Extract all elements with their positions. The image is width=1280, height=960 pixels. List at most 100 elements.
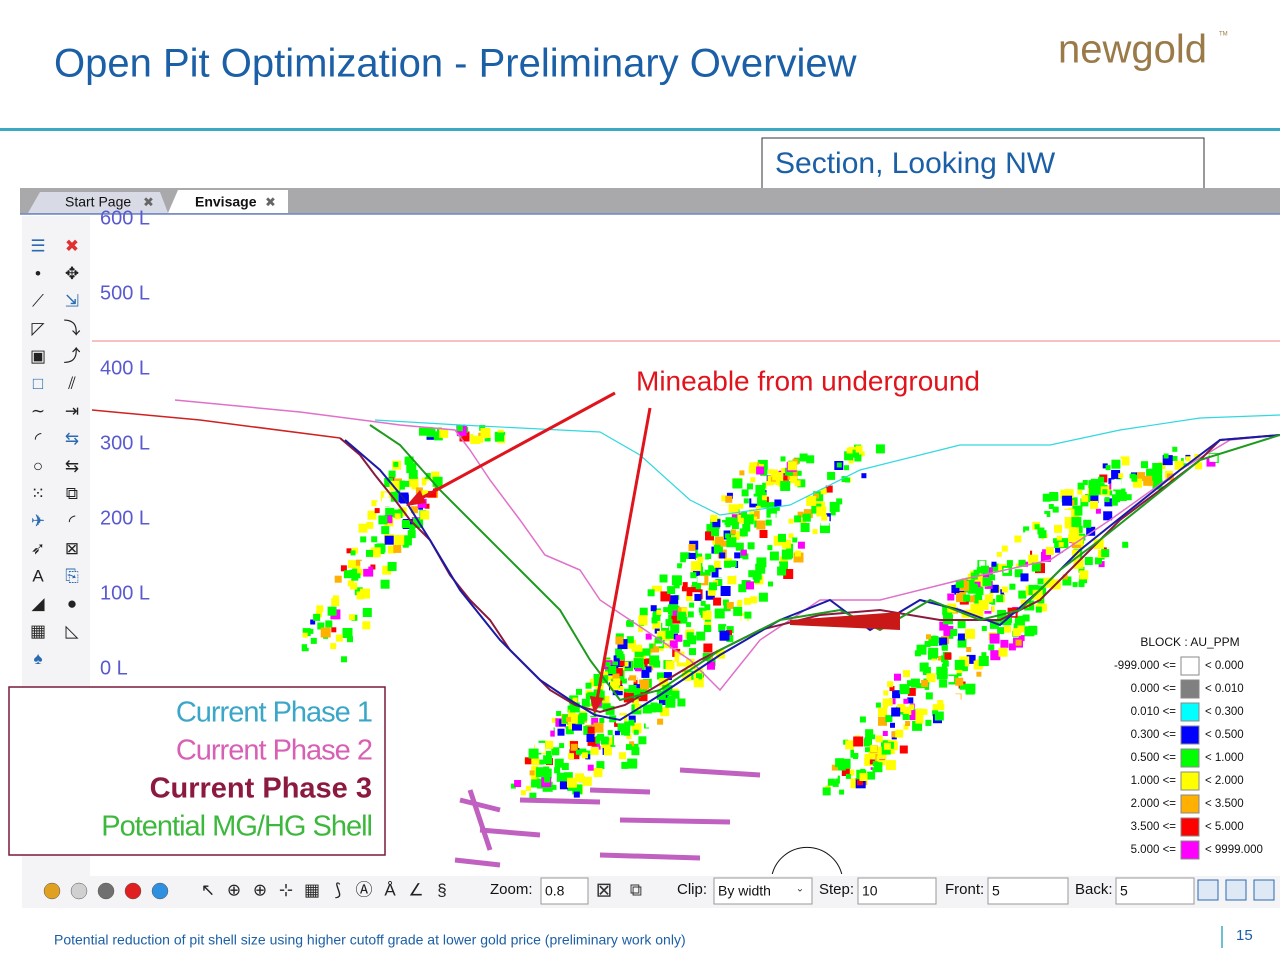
block bbox=[893, 716, 904, 727]
block bbox=[973, 594, 982, 603]
block bbox=[1026, 540, 1034, 548]
color-ball[interactable] bbox=[151, 882, 169, 900]
clip-select[interactable] bbox=[713, 877, 813, 905]
tool-icon[interactable]: ⇆ bbox=[65, 456, 79, 475]
block bbox=[965, 577, 975, 587]
block bbox=[633, 658, 644, 669]
tool-icon[interactable]: A bbox=[32, 566, 44, 585]
block bbox=[965, 628, 975, 639]
tool-icon[interactable]: ▦ bbox=[30, 621, 46, 640]
block bbox=[721, 544, 727, 550]
tab-close[interactable]: ✖ bbox=[265, 194, 276, 209]
block bbox=[705, 531, 714, 541]
color-ball[interactable] bbox=[70, 882, 88, 900]
tool-icon[interactable]: ∠ bbox=[408, 880, 423, 899]
block bbox=[816, 506, 827, 517]
tool-icon[interactable]: ▣ bbox=[30, 346, 46, 365]
tool-icon[interactable]: ∼ bbox=[31, 401, 45, 420]
block bbox=[638, 736, 647, 745]
block bbox=[388, 470, 396, 478]
back-input-value[interactable]: 5 bbox=[1120, 883, 1128, 899]
color-ball[interactable] bbox=[97, 882, 115, 900]
tool-icon[interactable]: Å bbox=[384, 880, 396, 899]
tool-icon[interactable]: § bbox=[437, 880, 446, 899]
tool-icon[interactable]: ⧉ bbox=[66, 484, 78, 503]
step-input[interactable] bbox=[857, 877, 937, 905]
tool-icon[interactable]: ⊠ bbox=[65, 539, 79, 558]
block bbox=[628, 719, 635, 726]
block bbox=[426, 484, 433, 492]
tool-icon[interactable]: □ bbox=[33, 374, 43, 393]
block bbox=[749, 462, 758, 471]
tool-icon[interactable]: ▦ bbox=[304, 880, 320, 899]
tool-icon[interactable]: ◜ bbox=[69, 511, 76, 530]
tab-start[interactable] bbox=[28, 192, 168, 213]
tab-envisage[interactable] bbox=[168, 190, 288, 213]
tool-icon[interactable]: ⇲ bbox=[65, 291, 79, 310]
tab-close[interactable]: ✖ bbox=[143, 194, 154, 209]
tool-icon[interactable]: ✥ bbox=[65, 264, 79, 283]
block bbox=[587, 726, 595, 734]
block bbox=[394, 513, 401, 520]
tool-icon[interactable]: ◢ bbox=[31, 594, 45, 613]
block bbox=[737, 601, 743, 607]
tool-icon[interactable]: ⇥ bbox=[65, 401, 79, 420]
color-ball[interactable] bbox=[124, 882, 142, 900]
tool-icon[interactable]: ⊠ bbox=[596, 879, 613, 901]
block bbox=[840, 758, 851, 769]
tool-icon[interactable]: ⊕ bbox=[253, 880, 267, 899]
tool-icon[interactable]: ⊹ bbox=[279, 880, 293, 899]
tool-icon[interactable]: ⤵ bbox=[64, 319, 81, 338]
tab-label[interactable]: Start Page bbox=[65, 194, 131, 210]
zoom-input-value[interactable]: 0.8 bbox=[545, 883, 565, 899]
block bbox=[1081, 533, 1092, 544]
back-input[interactable] bbox=[1115, 877, 1195, 905]
tool-icon[interactable]: ⊕ bbox=[227, 880, 241, 899]
block bbox=[882, 698, 893, 709]
view-button[interactable] bbox=[1253, 879, 1275, 901]
zoom-input[interactable] bbox=[540, 877, 589, 905]
tool-icon[interactable]: ◜ bbox=[35, 429, 42, 448]
block bbox=[613, 655, 620, 662]
tool-icon[interactable]: ➶ bbox=[31, 539, 45, 558]
block bbox=[543, 766, 550, 773]
block bbox=[829, 770, 838, 779]
tool-icon[interactable]: ⫽ bbox=[67, 374, 76, 393]
step-input-value[interactable]: 10 bbox=[862, 883, 878, 899]
tool-icon[interactable]: ◺ bbox=[65, 621, 79, 640]
tool-icon[interactable]: • bbox=[35, 264, 41, 283]
tool-icon[interactable]: ⇆ bbox=[65, 429, 79, 448]
clip-select-value[interactable]: By width bbox=[718, 883, 771, 899]
front-input-value[interactable]: 5 bbox=[992, 883, 1000, 899]
tool-icon[interactable]: ● bbox=[67, 594, 77, 613]
tool-icon[interactable]: ⤴ bbox=[64, 346, 81, 365]
tool-icon[interactable]: Ⓐ bbox=[356, 880, 373, 899]
front-input[interactable] bbox=[987, 877, 1069, 905]
tool-icon[interactable]: ◸ bbox=[31, 319, 45, 338]
tool-icon[interactable]: ⎘ bbox=[65, 566, 79, 585]
tool-icon[interactable]: ✖ bbox=[65, 236, 79, 255]
tool-icon[interactable]: ♠ bbox=[33, 649, 42, 668]
tool-icon[interactable]: ↖ bbox=[201, 880, 215, 899]
block bbox=[743, 514, 754, 525]
block bbox=[752, 570, 762, 580]
block bbox=[637, 630, 647, 640]
tool-icon[interactable]: ○ bbox=[33, 456, 43, 475]
view-button[interactable] bbox=[1197, 879, 1219, 901]
tab-label[interactable]: Envisage bbox=[195, 194, 257, 210]
tool-icon[interactable]: ✈ bbox=[31, 511, 45, 530]
color-ball[interactable] bbox=[43, 882, 61, 900]
tool-icon[interactable]: ☰ bbox=[30, 236, 45, 255]
block bbox=[1185, 456, 1191, 462]
tool-icon[interactable]: ⁙ bbox=[31, 484, 45, 503]
tool-icon[interactable]: ⟋ bbox=[32, 291, 44, 310]
block bbox=[820, 523, 830, 534]
block bbox=[308, 628, 314, 634]
block bbox=[839, 789, 845, 795]
tool-icon[interactable]: ⟆ bbox=[335, 880, 342, 899]
tool-icon[interactable]: ⧉ bbox=[630, 880, 642, 899]
dropdown-arrow[interactable]: ⌄ bbox=[796, 884, 804, 895]
view-button[interactable] bbox=[1225, 879, 1247, 901]
block bbox=[1032, 589, 1043, 600]
block bbox=[1012, 628, 1021, 637]
